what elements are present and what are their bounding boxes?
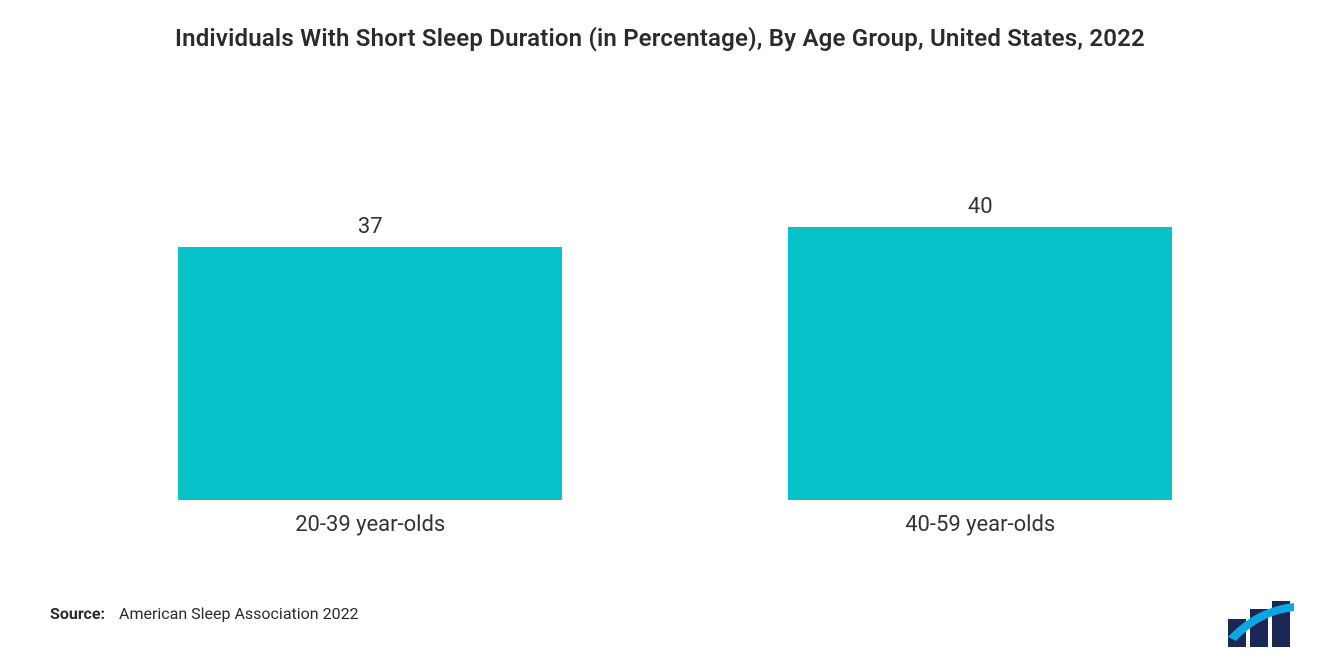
source-text: American Sleep Association 2022 — [119, 604, 359, 623]
category-label: 40-59 year-olds — [788, 512, 1172, 537]
source-prefix: Source: — [50, 604, 105, 623]
category-label: 20-39 year-olds — [178, 512, 562, 537]
bar — [178, 247, 562, 500]
chart-plot: 37 40 — [50, 90, 1270, 500]
bar-value-label: 40 — [788, 194, 1172, 219]
brand-logo-icon — [1226, 601, 1298, 647]
chart-title: Individuals With Short Sleep Duration (i… — [0, 24, 1320, 52]
chart-area: 37 40 20-39 year-olds 40-59 year-olds — [50, 90, 1270, 500]
bar — [788, 227, 1172, 500]
source-line: Source: American Sleep Association 2022 — [50, 604, 359, 623]
bar-value-label: 37 — [178, 214, 562, 239]
brand-logo — [1226, 601, 1298, 647]
